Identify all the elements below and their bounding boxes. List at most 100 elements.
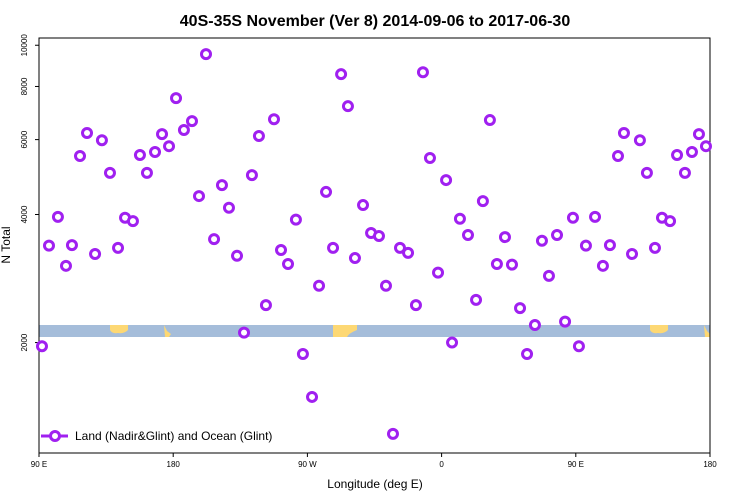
data-point	[149, 146, 162, 159]
data-point	[238, 326, 251, 339]
data-point	[185, 115, 198, 128]
x-tick-label: 90 W	[298, 460, 317, 469]
data-point	[490, 257, 503, 270]
x-tick-label: 90 E	[31, 460, 47, 469]
data-point	[296, 347, 309, 360]
y-tick-label: 2000	[20, 333, 29, 351]
data-point	[245, 169, 258, 182]
data-point	[409, 299, 422, 312]
data-point	[51, 210, 64, 223]
data-point	[505, 258, 518, 271]
x-tick-label: 90 E	[568, 460, 584, 469]
data-point	[289, 213, 302, 226]
data-point	[348, 252, 361, 265]
data-point	[170, 92, 183, 105]
data-point	[192, 190, 205, 203]
data-point	[215, 179, 228, 192]
data-point	[222, 201, 235, 214]
land-patch-australia-repeat	[650, 325, 668, 334]
data-point	[528, 318, 541, 331]
data-point	[89, 248, 102, 261]
x-axis-label: Longitude (deg E)	[327, 477, 422, 491]
data-point	[177, 124, 190, 137]
chart-title: 40S-35S November (Ver 8) 2014-09-06 to 2…	[180, 13, 571, 30]
data-point	[133, 149, 146, 162]
data-point	[306, 390, 319, 403]
data-point	[320, 185, 333, 198]
land-patch-new-zealand	[164, 325, 171, 337]
data-point	[664, 215, 677, 228]
data-point	[476, 195, 489, 208]
data-point	[81, 126, 94, 139]
data-point	[341, 100, 354, 113]
data-point	[535, 234, 548, 247]
data-point	[617, 126, 630, 139]
data-point	[335, 68, 348, 81]
data-point	[259, 299, 272, 312]
data-point	[275, 244, 288, 257]
y-tick-label: 8000	[20, 77, 29, 95]
data-point	[589, 210, 602, 223]
y-axis: 2000 4000 6000 8000 10000	[20, 34, 39, 351]
y-tick-label: 6000	[20, 130, 29, 148]
data-point	[633, 134, 646, 147]
data-point	[59, 259, 72, 272]
data-point	[559, 315, 572, 328]
data-point	[313, 279, 326, 292]
land-ocean-band	[39, 325, 710, 337]
data-point	[327, 241, 340, 254]
data-point	[626, 248, 639, 261]
data-point	[163, 140, 176, 153]
data-point	[42, 239, 55, 252]
data-point	[461, 229, 474, 242]
data-point	[640, 166, 653, 179]
data-point	[423, 152, 436, 165]
y-axis-label: N Total	[0, 226, 13, 263]
data-point	[498, 231, 511, 244]
data-point	[393, 241, 406, 254]
data-point	[282, 257, 295, 270]
legend-label: Land (Nadir&Glint) and Ocean (Glint)	[75, 429, 272, 443]
data-point	[678, 166, 691, 179]
plot-frame	[38, 37, 711, 454]
x-tick-label: 0	[439, 460, 444, 469]
legend: Land (Nadir&Glint) and Ocean (Glint)	[41, 429, 272, 443]
data-point	[65, 239, 78, 252]
data-point	[267, 113, 280, 126]
x-axis: 90 E 180 90 W 0 90 E 180	[31, 453, 717, 469]
x-tick-label: 180	[703, 460, 717, 469]
data-point	[551, 229, 564, 242]
data-point	[699, 140, 712, 153]
land-patch-australia	[110, 325, 128, 334]
data-point	[416, 66, 429, 79]
data-point	[35, 340, 48, 353]
data-point	[200, 48, 213, 61]
data-point	[446, 336, 459, 349]
data-point	[95, 134, 108, 147]
data-point	[453, 212, 466, 225]
data-point	[140, 166, 153, 179]
data-point	[685, 146, 698, 159]
land-patch-new-zealand-repeat	[704, 325, 710, 337]
data-point	[483, 114, 496, 127]
data-point	[112, 241, 125, 254]
data-point	[208, 233, 221, 246]
data-point	[671, 149, 684, 162]
data-point	[103, 166, 116, 179]
data-point	[231, 249, 244, 262]
data-point	[372, 230, 385, 243]
data-point	[603, 239, 616, 252]
land-patch-south-america	[333, 325, 357, 337]
data-point	[611, 150, 624, 163]
data-point	[566, 211, 579, 224]
data-point	[379, 279, 392, 292]
data-point	[542, 269, 555, 282]
data-point	[648, 241, 661, 254]
data-point	[440, 174, 453, 187]
data-point	[579, 239, 592, 252]
data-point	[402, 246, 415, 259]
data-point	[74, 150, 87, 163]
y-tick-label: 4000	[20, 205, 29, 223]
data-point	[572, 340, 585, 353]
